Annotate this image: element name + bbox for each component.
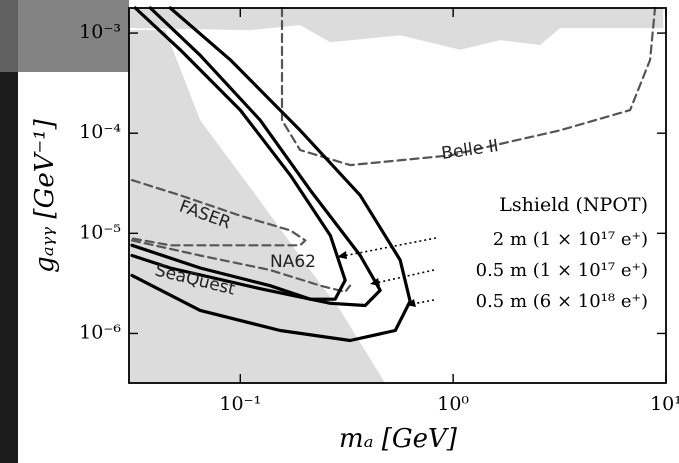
- excluded-region: [129, 8, 664, 50]
- legend-arrowheads: [337, 251, 416, 307]
- bound-line: [280, 6, 657, 167]
- y-tick-label: 10⁻³: [79, 21, 121, 43]
- legend-arrows: [342, 237, 437, 305]
- plot-area: [128, 6, 667, 384]
- arrowhead: [406, 299, 416, 307]
- y-tick-label: 10⁻⁶: [79, 321, 121, 343]
- legend-label: 0.5 m (1 × 10¹⁷ e⁺): [476, 260, 648, 281]
- y-tick-label: 10⁻⁵: [79, 221, 121, 243]
- legend-arrow: [411, 299, 435, 305]
- excluded-region: [129, 30, 386, 383]
- legend-title: Lshield (NPOT): [499, 194, 648, 216]
- legend-label: 2 m (1 × 10¹⁷ e⁺): [493, 229, 648, 250]
- arrowhead: [337, 251, 347, 259]
- legend-arrow: [342, 237, 437, 257]
- photo-corner: [0, 0, 129, 72]
- x-axis-label: mₐ [GeV]: [339, 424, 458, 454]
- sensitivity-curve: [130, 6, 347, 301]
- bound-line: [130, 179, 307, 247]
- bound-line: [130, 239, 352, 293]
- sensitivity-curve: [130, 6, 382, 308]
- annotation: NA62: [270, 252, 316, 272]
- x-tick-label: 10¹: [650, 393, 679, 415]
- x-tick-label: 10⁻¹: [219, 393, 261, 415]
- y-tick-label: 10⁻⁴: [79, 121, 121, 143]
- arrowhead: [370, 278, 380, 286]
- plot-frame: [128, 7, 667, 384]
- legend-label: 0.5 m (6 × 10¹⁸ e⁺): [476, 291, 648, 312]
- x-tick-label: 10⁰: [437, 393, 469, 415]
- y-axis-label: gₐᵧᵧ [GeV⁻¹]: [30, 118, 60, 272]
- sensitivity-curve: [130, 6, 412, 343]
